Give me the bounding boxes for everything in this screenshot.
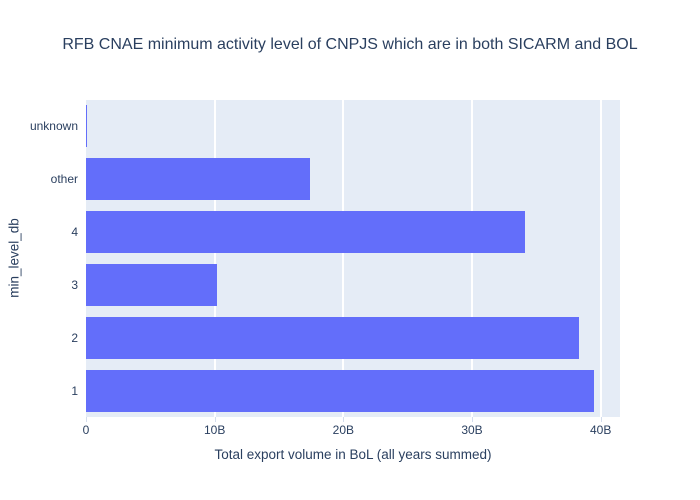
y-tick-label-other: other [50, 172, 78, 187]
x-tick-label-40B: 40B [590, 423, 612, 437]
x-tick-label-10B: 10B [203, 423, 226, 437]
chart-title: RFB CNAE minimum activity level of CNPJS… [62, 36, 638, 53]
bar-other[interactable] [86, 158, 310, 201]
gridline [342, 100, 345, 417]
bar-1[interactable] [86, 369, 595, 412]
bar-4[interactable] [86, 211, 525, 254]
gridline [213, 100, 216, 417]
y-tick-label-2: 2 [71, 330, 78, 345]
x-tick-mark [86, 417, 87, 422]
x-tick-mark [214, 417, 216, 422]
bar-unknown[interactable] [86, 105, 87, 148]
x-axis-title: Total export volume in BoL (all years su… [214, 447, 492, 462]
x-tick-mark [600, 417, 602, 422]
gridline [599, 100, 602, 417]
plot-area[interactable] [86, 100, 620, 417]
y-tick-label-4: 4 [71, 225, 78, 240]
gridline [471, 100, 474, 417]
y-axis-title: min_level_db [6, 218, 22, 298]
bar-3[interactable] [86, 263, 218, 306]
x-tick-label-20B: 20B [332, 423, 355, 437]
y-tick-label-1: 1 [71, 383, 78, 398]
x-tick-label-30B: 30B [461, 423, 483, 437]
bar-2[interactable] [86, 316, 579, 359]
y-tick-label-unknown: unknown [29, 119, 78, 134]
x-tick-label-0: 0 [82, 423, 90, 437]
y-tick-label-3: 3 [71, 277, 78, 292]
x-tick-mark [472, 417, 474, 422]
x-tick-mark [343, 417, 345, 422]
